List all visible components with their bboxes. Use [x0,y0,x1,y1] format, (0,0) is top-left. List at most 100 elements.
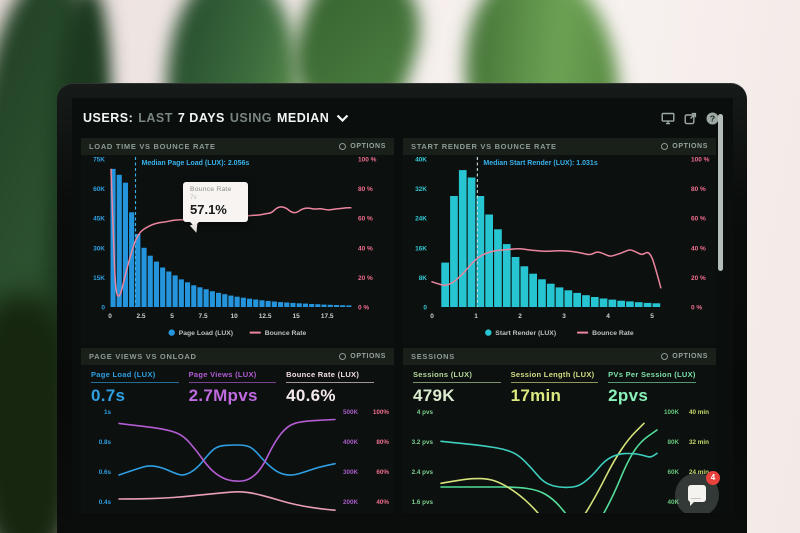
svg-text:Median Page Load (LUX): 2.056s: Median Page Load (LUX): 2.056s [142,160,250,167]
metric-label: Page Load (LUX) [91,370,156,379]
svg-text:300K: 300K [343,469,359,476]
metric-rule [510,382,599,383]
metric-rule [286,382,374,383]
svg-text:60%: 60% [376,469,389,476]
svg-text:16K: 16K [415,245,427,252]
metric-label: Bounce Rate (LUX) [286,370,360,379]
options-button[interactable]: OPTIONS [661,353,708,360]
svg-text:30K: 30K [93,245,105,252]
svg-text:0: 0 [101,305,105,312]
sessions-chart[interactable]: 4 pvs 3.2 pvs 2.4 pvs 1.6 pvs 100K 80K 60K 40K 4… [403,406,716,513]
svg-text:1s: 1s [104,409,112,416]
gear-icon [661,143,669,150]
svg-text:60 %: 60 % [358,216,373,223]
panel-title: PAGE VIEWS VS ONLOAD [89,352,197,361]
panel-start-render-vs-bounce-rate: START RENDER VS BOUNCE RATE OPTIONS 40K 3… [403,138,716,345]
options-button[interactable]: OPTIONS [661,143,708,150]
svg-text:60K: 60K [93,186,105,193]
panel-header: PAGE VIEWS VS ONLOAD OPTIONS [81,348,394,365]
title-segment: 7 DAYS [177,111,225,125]
panel-header: START RENDER VS BOUNCE RATE OPTIONS [403,138,716,155]
svg-text:40 %: 40 % [358,245,373,252]
page-views-vs-onload-chart[interactable]: 1s 0.8s 0.6s 0.4s 500K 400K 300K 200K 100% 80% 60%… [81,406,394,513]
metrics-row: Sessions (LUX) 479K Session Length (LUX)… [403,365,716,406]
metric-value: 479K [413,386,455,405]
title-segment: USERS: [83,111,134,125]
svg-text:60K: 60K [667,469,679,476]
svg-text:45K: 45K [93,216,105,223]
metric-pvs-per-session: PVs Per Session (LUX) 2pvs [608,370,706,406]
metric-sessions: Sessions (LUX) 479K [413,370,511,406]
svg-text:2.5: 2.5 [137,313,146,320]
svg-text:15K: 15K [93,275,105,282]
tooltip-series: Bounce Rate [190,186,232,193]
chat-widget-button[interactable]: 4 [675,471,720,513]
display-icon[interactable] [661,112,675,125]
help-icon[interactable]: ? [706,112,719,125]
metric-label: Session Length (LUX) [510,370,595,379]
svg-text:2.4 pvs: 2.4 pvs [412,469,434,476]
svg-text:40K: 40K [667,499,679,506]
load-time-vs-bounce-rate-chart[interactable]: 75K 60K 45K 30K 15K 0 100 % 80 % 60 % 40 % 20 % 0 %… [81,155,394,344]
gear-icon [339,353,347,360]
svg-text:100K: 100K [664,409,680,416]
svg-text:200K: 200K [343,499,359,506]
options-button[interactable]: OPTIONS [339,353,386,360]
svg-text:Median Start Render (LUX): 1.0: Median Start Render (LUX): 1.031s [483,160,597,167]
panel-header: SESSIONS OPTIONS [403,348,716,365]
svg-text:80 %: 80 % [358,186,373,193]
svg-text:20 %: 20 % [691,275,706,282]
options-label: OPTIONS [672,353,708,360]
svg-text:2: 2 [518,313,522,320]
chevron-down-icon [337,114,349,122]
scrollbar[interactable] [718,114,723,271]
svg-text:0: 0 [423,305,427,312]
svg-text:40K: 40K [415,157,427,164]
panel-page-views-vs-onload: PAGE VIEWS VS ONLOAD OPTIONS Page Load (… [81,348,394,513]
laptop: USERS: LAST 7 DAYS USING MEDIAN [57,83,747,533]
svg-text:Start Render (LUX): Start Render (LUX) [495,330,556,337]
metric-value: 2pvs [608,386,649,405]
panel-header: LOAD TIME VS BOUNCE RATE OPTIONS [81,138,394,155]
svg-text:40 %: 40 % [691,245,706,252]
svg-text:100 %: 100 % [691,157,710,164]
users-range-dropdown[interactable]: USERS: LAST 7 DAYS USING MEDIAN [83,111,349,125]
svg-text:15: 15 [293,313,301,320]
panel-title: START RENDER VS BOUNCE RATE [411,142,557,151]
svg-text:24 min: 24 min [689,469,709,476]
svg-text:0 %: 0 % [358,305,369,312]
dashboard-screen: USERS: LAST 7 DAYS USING MEDIAN [72,98,733,513]
dashboard-header: USERS: LAST 7 DAYS USING MEDIAN [83,111,719,125]
svg-text:0.4s: 0.4s [99,499,112,506]
svg-text:20 %: 20 % [358,275,373,282]
metrics-row: Page Load (LUX) 0.7s Page Views (LUX) 2.… [81,365,394,406]
svg-text:Page Load (LUX): Page Load (LUX) [179,330,233,337]
chart-tooltip: Bounce Rate 7s 57.1% [183,182,248,222]
svg-text:7.5: 7.5 [199,313,208,320]
svg-text:3.2 pvs: 3.2 pvs [412,439,434,446]
svg-text:1: 1 [474,313,478,320]
svg-text:4: 4 [606,313,610,320]
svg-text:32K: 32K [415,186,427,193]
svg-text:40%: 40% [376,499,389,506]
metric-session-length: Session Length (LUX) 17min [510,370,609,406]
metric-value: 17min [510,386,562,405]
start-render-vs-bounce-rate-chart[interactable]: 40K 32K 24K 16K 8K 0 100 % 80 % 60 % 40 % 20 % 0 % 0… [403,155,716,344]
options-label: OPTIONS [350,353,386,360]
metric-bounce-rate: Bounce Rate (LUX) 40.6% [286,370,384,406]
options-button[interactable]: OPTIONS [339,143,386,150]
share-icon[interactable] [684,112,697,125]
svg-text:100%: 100% [373,409,390,416]
svg-text:10: 10 [230,313,238,320]
metric-rule [608,382,696,383]
panel-sessions: SESSIONS OPTIONS Sessions (LUX) 479K Ses… [403,348,716,513]
svg-text:60 %: 60 % [691,216,706,223]
metric-value: 2.7Mpvs [188,386,258,405]
options-label: OPTIONS [350,143,386,150]
metric-page-views: Page Views (LUX) 2.7Mpvs [188,370,287,406]
metric-page-load: Page Load (LUX) 0.7s [91,370,189,406]
panel-title: LOAD TIME VS BOUNCE RATE [89,142,216,151]
metric-rule [413,382,501,383]
svg-text:500K: 500K [343,409,359,416]
